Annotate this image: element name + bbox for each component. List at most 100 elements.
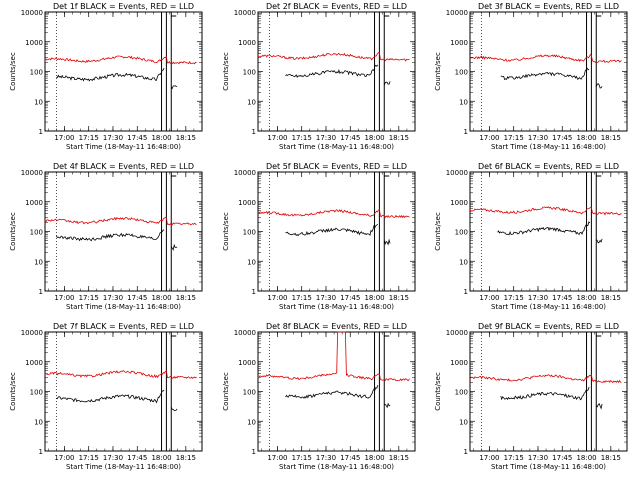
y-tick-label: 100 — [455, 389, 468, 397]
x-tick-label: 18:00 — [576, 134, 596, 142]
x-tick-label: 18:15 — [601, 294, 621, 302]
x-tick-label: 17:00 — [479, 294, 499, 302]
y-tick-label: 1000 — [238, 359, 256, 367]
x-tick-label: 17:45 — [340, 294, 360, 302]
y-tick-label: 100 — [30, 69, 43, 77]
events-series-tail — [595, 82, 603, 89]
y-tick-label: 10000 — [446, 9, 468, 17]
x-tick-label: 18:00 — [576, 454, 596, 462]
x-tick-label: 17:30 — [316, 294, 336, 302]
y-tick-label: 1000 — [25, 39, 43, 47]
y-tick-label: 10 — [34, 98, 43, 106]
lld-series-line — [469, 374, 622, 384]
x-tick-label: 17:15 — [504, 134, 524, 142]
x-tick-label: 18:15 — [389, 454, 409, 462]
y-tick-label: 1 — [39, 448, 43, 456]
panel-det-6: Det 6f BLACK = Events, RED = LLD 1 10 100 10… — [434, 162, 628, 311]
x-tick-label: 17:30 — [528, 134, 548, 142]
x-tick-label: 17:45 — [340, 454, 360, 462]
y-tick-label: 100 — [30, 389, 43, 397]
y-tick-label: 1000 — [450, 199, 468, 207]
y-tick-label: 100 — [455, 69, 468, 77]
y-tick-label: 1 — [39, 288, 43, 296]
x-tick-label: 17:15 — [292, 134, 312, 142]
x-axis-label: Start Time (18-May-11 16:48:00) — [66, 463, 181, 471]
lld-series-line — [44, 55, 197, 65]
y-tick-label: 10000 — [21, 9, 43, 17]
plot-frame — [257, 11, 416, 132]
events-series-tail — [383, 81, 391, 86]
y-tick-label: 10000 — [21, 329, 43, 337]
x-tick-label: 18:15 — [389, 134, 409, 142]
x-tick-label: 17:30 — [528, 294, 548, 302]
x-tick-label: 17:15 — [504, 294, 524, 302]
y-tick-label: 10 — [459, 418, 468, 426]
panel-title: Det 3f BLACK = Events, RED = LLD — [478, 2, 619, 11]
x-axis-label: Start Time (18-May-11 16:48:00) — [66, 303, 181, 311]
x-tick-label: 17:45 — [340, 134, 360, 142]
lld-series-line — [257, 208, 410, 219]
lld-series-line — [469, 206, 622, 216]
x-tick-label: 17:00 — [54, 134, 74, 142]
y-tick-label: 1000 — [25, 199, 43, 207]
y-tick-label: 10000 — [21, 169, 43, 177]
events-series-line — [55, 229, 165, 242]
x-axis-label: Start Time (18-May-11 16:48:00) — [279, 463, 394, 471]
events-series-line — [497, 221, 591, 236]
x-tick-label: 18:15 — [176, 134, 196, 142]
x-tick-label: 18:00 — [151, 294, 171, 302]
x-tick-label: 17:00 — [54, 294, 74, 302]
x-tick-label: 18:00 — [151, 454, 171, 462]
events-series-line — [56, 67, 165, 82]
lld-series-line — [257, 331, 410, 382]
y-tick-label: 10 — [34, 258, 43, 266]
events-series-tail — [595, 238, 603, 244]
panel-title: Det 2f BLACK = Events, RED = LLD — [266, 2, 407, 11]
plot-frame — [469, 11, 628, 132]
x-axis-label: Start Time (18-May-11 16:48:00) — [491, 463, 606, 471]
y-tick-label: 1 — [252, 448, 256, 456]
x-tick-label: 18:00 — [364, 294, 384, 302]
x-tick-label: 18:15 — [601, 134, 621, 142]
y-tick-label: 1000 — [238, 199, 256, 207]
plot-frame — [44, 11, 203, 132]
events-series-line — [500, 386, 590, 401]
x-tick-label: 17:00 — [267, 454, 287, 462]
y-tick-label: 1000 — [450, 39, 468, 47]
events-series-line — [56, 389, 165, 404]
x-tick-label: 17:30 — [103, 134, 123, 142]
plot-frame — [44, 331, 203, 452]
x-tick-label: 17:15 — [79, 134, 99, 142]
y-tick-label: 1 — [39, 128, 43, 136]
events-series-line — [500, 67, 590, 81]
plot-frame — [469, 331, 628, 452]
y-axis-label: Counts/sec — [9, 52, 17, 91]
panel-det-2: Det 2f BLACK = Events, RED = LLD 1 10 100 10… — [222, 2, 416, 151]
x-tick-label: 17:30 — [103, 454, 123, 462]
y-tick-label: 100 — [243, 229, 256, 237]
events-series-tail — [170, 243, 178, 251]
y-tick-label: 10000 — [234, 9, 256, 17]
y-axis-label: Counts/sec — [434, 372, 442, 411]
y-tick-label: 10 — [34, 418, 43, 426]
x-tick-label: 17:15 — [292, 294, 312, 302]
y-axis-label: Counts/sec — [434, 52, 442, 91]
panel-det-9: Det 9f BLACK = Events, RED = LLD 1 10 100 10… — [434, 322, 628, 471]
plot-frame — [257, 171, 416, 292]
plot-frame — [44, 171, 203, 292]
x-tick-label: 17:00 — [54, 454, 74, 462]
panel-det-4: Det 4f BLACK = Events, RED = LLD 1 10 100 10… — [9, 162, 203, 311]
x-tick-label: 17:15 — [504, 454, 524, 462]
panel-title: Det 5f BLACK = Events, RED = LLD — [266, 162, 407, 171]
y-tick-label: 10000 — [234, 169, 256, 177]
y-axis-label: Counts/sec — [9, 212, 17, 251]
events-series-tail — [595, 402, 603, 410]
x-tick-label: 17:45 — [552, 294, 572, 302]
y-axis-label: Counts/sec — [222, 372, 230, 411]
y-tick-label: 10 — [459, 258, 468, 266]
x-axis-label: Start Time (18-May-11 16:48:00) — [491, 303, 606, 311]
x-axis-label: Start Time (18-May-11 16:48:00) — [279, 303, 394, 311]
x-tick-label: 17:45 — [127, 294, 147, 302]
events-series-tail — [170, 406, 178, 412]
